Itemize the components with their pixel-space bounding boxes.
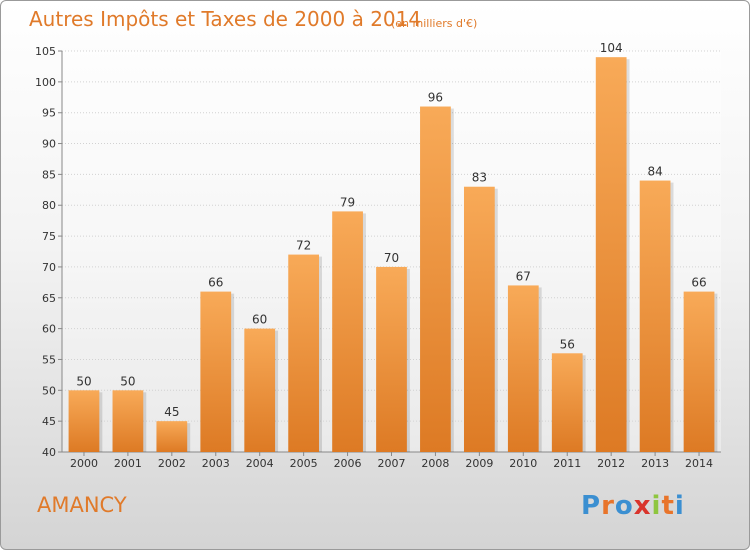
y-tick-label: 95 (42, 107, 56, 120)
bar-value-label: 83 (472, 171, 487, 185)
bar (595, 57, 627, 453)
x-tick-label: 2000 (70, 457, 98, 470)
bar-value-label: 96 (428, 91, 443, 105)
y-tick-label: 80 (42, 199, 56, 212)
bar-value-label: 84 (647, 165, 662, 179)
logo-letter: x (633, 491, 652, 521)
bar-value-label: 66 (208, 276, 223, 290)
y-tick-label: 75 (42, 230, 56, 243)
x-tick-label: 2011 (553, 457, 581, 470)
bar-value-label: 66 (691, 276, 706, 290)
y-tick-label: 60 (42, 323, 56, 336)
x-tick-label: 2003 (202, 457, 230, 470)
x-tick-label: 2010 (509, 457, 537, 470)
x-tick-label: 2006 (334, 457, 362, 470)
bar (200, 291, 232, 452)
bar (112, 390, 144, 452)
bar (683, 291, 715, 452)
x-tick-label: 2007 (378, 457, 406, 470)
bar (420, 106, 451, 453)
bar-value-label: 79 (340, 195, 355, 209)
bar (68, 390, 100, 452)
y-tick-label: 65 (42, 292, 56, 305)
x-tick-label: 2013 (641, 457, 669, 470)
bar (156, 421, 188, 452)
y-tick-label: 85 (42, 168, 56, 181)
x-tick-label: 2004 (246, 457, 274, 470)
x-tick-label: 2001 (114, 457, 142, 470)
bar-value-label: 45 (164, 405, 179, 419)
y-tick-label: 90 (42, 138, 56, 151)
bar-value-label: 72 (296, 239, 311, 253)
bar-value-label: 70 (384, 251, 399, 265)
logo-letter: t (661, 491, 675, 521)
y-tick-label: 70 (42, 261, 56, 274)
bar (244, 328, 276, 452)
x-tick-label: 2005 (290, 457, 318, 470)
bar (332, 211, 363, 452)
proxiti-logo: Proxiti (581, 491, 685, 521)
y-tick-label: 40 (42, 446, 56, 459)
y-tick-label: 105 (35, 45, 56, 58)
bar (507, 285, 539, 452)
chart-subtitle: (en milliers d'€) (391, 17, 478, 30)
bar-value-label: 67 (516, 269, 531, 283)
bar (639, 180, 671, 453)
x-tick-label: 2008 (421, 457, 449, 470)
bar (463, 186, 495, 452)
logo-letter: o (614, 491, 634, 521)
logo-letter: r (601, 491, 615, 521)
y-tick-label: 100 (35, 76, 56, 89)
bar-value-label: 56 (560, 337, 575, 351)
x-tick-label: 2012 (597, 457, 625, 470)
chart-title: Autres Impôts et Taxes de 2000 à 2014 (29, 7, 422, 31)
bar (376, 266, 407, 452)
bar (288, 254, 320, 452)
bar (551, 353, 583, 452)
bar-value-label: 50 (76, 374, 91, 388)
y-tick-label: 45 (42, 415, 56, 428)
town-name: AMANCY (37, 493, 127, 517)
logo-letter: i (674, 491, 685, 521)
y-tick-label: 55 (42, 353, 56, 366)
logo-letter: P (581, 491, 602, 521)
bar-value-label: 104 (600, 41, 623, 55)
y-tick-label: 50 (42, 384, 56, 397)
x-tick-label: 2014 (685, 457, 713, 470)
bar-value-label: 60 (252, 313, 267, 327)
x-tick-label: 2002 (158, 457, 186, 470)
bar-value-label: 50 (120, 374, 135, 388)
x-tick-label: 2009 (465, 457, 493, 470)
logo-letter: i (651, 491, 662, 521)
